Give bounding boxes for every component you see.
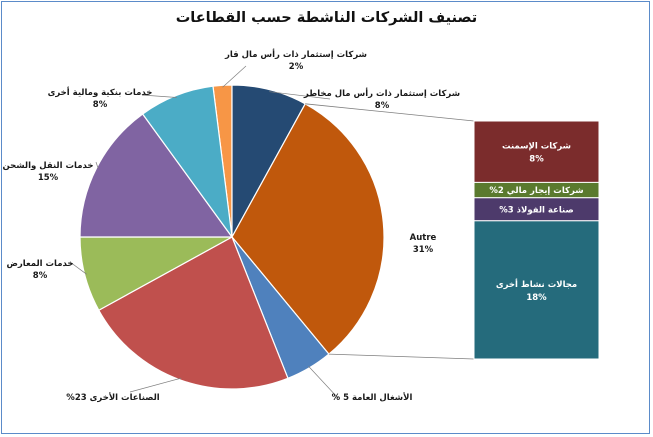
pie-label-value-0: 2% [289, 62, 304, 72]
pie-label-name-7: خدمات بنكية ومالية أخرى [48, 86, 153, 98]
pie-slice-7 [141, 85, 233, 238]
leader-line [141, 94, 177, 98]
chart-title: تصنيف الشركات الناشطة حسب القطاعات [175, 10, 478, 26]
breakdown-label-name-0: شركات الإسمنت [502, 142, 571, 152]
breakdown-label-1: شركات إيجار مالي 2% [489, 186, 583, 196]
breakdown-label-value-3: 18% [526, 293, 547, 303]
leader-line [69, 261, 87, 275]
pie-slice-2 [231, 102, 385, 355]
pie-label-name-5: خدمات المعارض [6, 259, 73, 269]
pie-label-name-0: شركات إستثمار ذات رأس مال قار [224, 48, 367, 60]
pie-label-name-6: خدمات النقل والشحن [2, 161, 93, 171]
leader-line [95, 161, 99, 170]
connector-line-top [305, 103, 475, 122]
pie-label-name-2: Autre [410, 233, 437, 243]
pie-label-name-1: شركات إستثمار ذات رأس مال مخاطر [303, 87, 460, 99]
pie-label-3: الأشغال العامة 5 % [332, 392, 413, 403]
leader-line [222, 65, 247, 88]
breakdown-label-value-0: 8% [529, 155, 544, 165]
leader-line [129, 377, 182, 393]
pie-label-value-1: 8% [375, 101, 390, 111]
breakdown-segment-0 [473, 120, 600, 183]
breakdown-label-name-3: مجالات نشاط أخرى [496, 278, 577, 290]
pie-slice-4 [97, 236, 289, 390]
pie-label-value-2: 31% [413, 245, 434, 255]
pie-label-4: الصناعات الأخرى 23% [66, 392, 160, 403]
breakdown-segment-3 [473, 220, 600, 360]
pie-label-value-6: 15% [38, 173, 59, 183]
breakdown-label-2: صناعة الفولاذ 3% [499, 205, 573, 215]
leader-line [269, 91, 331, 100]
leader-line [308, 365, 339, 399]
pie-slice-6 [79, 113, 234, 238]
pie-label-value-7: 8% [93, 100, 108, 110]
pie-label-value-5: 8% [33, 271, 48, 281]
connector-line-bottom [328, 353, 475, 360]
